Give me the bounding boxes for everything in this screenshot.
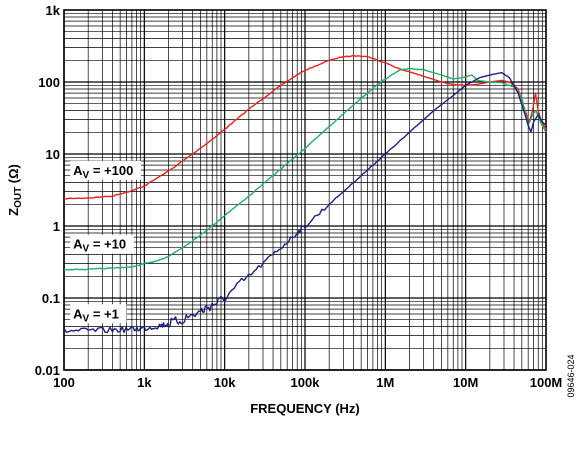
x-axis-title: FREQUENCY (Hz) xyxy=(250,401,360,416)
series-layer xyxy=(63,54,547,334)
plot-frame xyxy=(63,9,547,371)
grid xyxy=(63,10,546,371)
y-tick-label: 0.1 xyxy=(42,291,60,306)
y-axis-ticks: 0.01 0.1 1 10 100 1k xyxy=(35,3,61,378)
y-tick-label: 1k xyxy=(46,3,61,18)
series-line-2 xyxy=(63,71,547,334)
x-tick-label: 10k xyxy=(214,375,236,390)
x-tick-label: 1M xyxy=(376,375,394,390)
series-label-bg xyxy=(70,160,141,180)
y-tick-label: 1 xyxy=(53,219,60,234)
y-tick-label: 0.01 xyxy=(35,363,60,378)
y-tick-label: 10 xyxy=(46,147,60,162)
figure-id: 09646-024 xyxy=(566,354,576,397)
y-axis-title: ZOUT (Ω) xyxy=(6,164,24,216)
x-tick-label: 1k xyxy=(137,375,152,390)
x-tick-label: 10M xyxy=(453,375,478,390)
x-tick-label: 100M xyxy=(530,375,563,390)
series-label-bg xyxy=(70,304,127,324)
x-tick-label: 100k xyxy=(291,375,321,390)
series-label-bg xyxy=(70,234,134,254)
x-tick-label: 100 xyxy=(53,375,75,390)
x-axis-ticks: 100 1k 10k 100k 1M 10M 100M xyxy=(53,375,562,390)
y-tick-label: 100 xyxy=(38,75,60,90)
